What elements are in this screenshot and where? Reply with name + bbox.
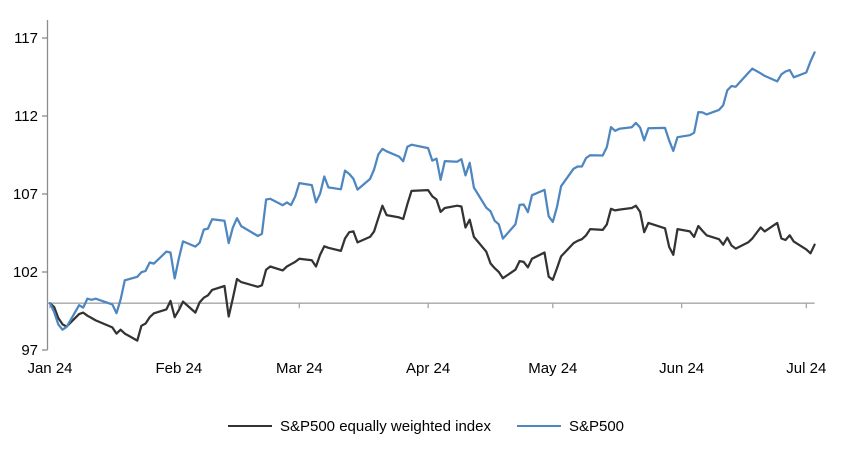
- series-line-sp500-equal-weight: [48, 188, 816, 342]
- legend-label: S&P500 equally weighted index: [279, 417, 491, 435]
- legend-item: S&P500: [516, 417, 625, 435]
- y-axis-labels: 97 102 107 112 117: [13, 30, 38, 359]
- x-tick-label: Jan 24: [27, 360, 72, 377]
- legend-line-swatch: [516, 424, 561, 428]
- x-tick-label: May 24: [528, 360, 577, 377]
- chart-legend: S&P500 equally weighted index S&P500: [0, 412, 852, 440]
- line-chart: 97 102 107 112 117 Jan 24 Feb 24 Mar 24 Apr 24 M…: [13, 20, 826, 377]
- legend-label: S&P500: [568, 417, 625, 435]
- y-tick-label: 107: [13, 186, 38, 203]
- legend-item: S&P500 equally weighted index: [227, 417, 491, 435]
- x-tick-label: Jul 24: [786, 360, 826, 377]
- x-tick-label: Mar 24: [276, 360, 323, 377]
- y-tick-label: 112: [14, 108, 38, 125]
- y-tick-label: 97: [21, 342, 38, 359]
- legend-line-swatch: [227, 424, 272, 428]
- y-tick-label: 117: [14, 30, 38, 47]
- x-axis-labels: Jan 24 Feb 24 Mar 24 Apr 24 May 24 Jun 24 Jul …: [27, 360, 826, 377]
- x-axis-ticks: [49, 303, 807, 309]
- x-tick-label: Jun 24: [659, 360, 704, 377]
- series-line-sp500: [48, 51, 816, 331]
- y-tick-label: 102: [13, 264, 38, 281]
- x-tick-label: Apr 24: [406, 360, 450, 377]
- x-tick-label: Feb 24: [155, 360, 202, 377]
- y-axis-ticks: [42, 37, 48, 351]
